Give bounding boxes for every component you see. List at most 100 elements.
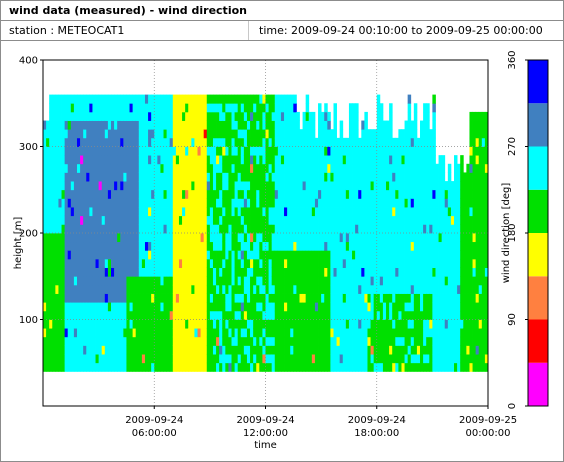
heatmap-cell: [107, 302, 112, 312]
heatmap-cell: [404, 345, 409, 355]
heatmap-cell: [355, 233, 359, 243]
heatmap-cell: [246, 310, 251, 320]
heatmap-cell: [305, 181, 310, 191]
heatmap-cell: [450, 198, 455, 208]
heatmap-cell: [253, 137, 257, 147]
heatmap-cell: [364, 198, 368, 208]
heatmap-cell: [256, 276, 260, 286]
heatmap-cell: [311, 267, 316, 277]
heatmap-cell: [475, 362, 480, 372]
heatmap-cell: [80, 284, 84, 294]
heatmap-cell: [203, 94, 208, 104]
heatmap-cell: [228, 302, 232, 312]
heatmap-cell: [253, 336, 257, 346]
colorbar-bin: [528, 319, 548, 363]
heatmap-cell: [95, 284, 100, 294]
heatmap-cell: [327, 198, 331, 208]
heatmap-cell: [290, 319, 294, 329]
heatmap-cell: [49, 354, 53, 364]
heatmap-cell: [361, 224, 365, 234]
heatmap-cell: [355, 129, 359, 139]
heatmap-cell: [98, 267, 103, 277]
heatmap-cell: [481, 250, 486, 260]
heatmap-cell: [336, 172, 341, 182]
heatmap-cell: [324, 146, 328, 156]
heatmap-cell: [114, 189, 118, 199]
heatmap-cell: [219, 111, 223, 121]
heatmap-cell: [268, 111, 273, 121]
heatmap-cell: [438, 224, 443, 234]
heatmap-cell: [76, 267, 81, 277]
heatmap-cell: [83, 284, 87, 294]
x-axis: 2009-09-2406:00:002009-09-2412:00:002009…: [125, 406, 517, 439]
heatmap-cell: [274, 215, 279, 225]
heatmap-cell: [169, 354, 174, 364]
heatmap-cell: [280, 163, 285, 173]
heatmap-cell: [228, 233, 232, 243]
heatmap-cell: [333, 189, 337, 199]
heatmap-cell: [311, 207, 316, 217]
heatmap-cell: [472, 354, 477, 364]
heatmap-cell: [358, 155, 362, 165]
heatmap-cell: [70, 198, 75, 208]
heatmap-cell: [484, 120, 489, 130]
heatmap-cell: [206, 198, 211, 208]
heatmap-cell: [95, 328, 100, 338]
heatmap-cell: [52, 198, 56, 208]
heatmap-cell: [203, 155, 208, 165]
heatmap-cell: [284, 129, 288, 139]
heatmap-cell: [166, 163, 171, 173]
heatmap-cell: [410, 155, 415, 165]
heatmap-cell: [358, 241, 362, 251]
heatmap-cell: [231, 276, 235, 286]
heatmap-cell: [61, 336, 66, 346]
heatmap-cell: [321, 293, 325, 303]
heatmap-cell: [212, 111, 217, 121]
heatmap-cell: [457, 267, 461, 277]
heatmap-cell: [89, 319, 93, 329]
heatmap-cell: [389, 103, 393, 113]
heatmap-cell: [237, 362, 242, 372]
heatmap-cell: [98, 94, 103, 104]
heatmap-cell: [398, 241, 402, 251]
heatmap-cell: [138, 319, 143, 329]
heatmap-cell: [404, 172, 409, 182]
heatmap-cell: [117, 362, 121, 372]
heatmap-cell: [219, 163, 223, 173]
heatmap-cell: [64, 120, 69, 130]
heatmap-cell: [70, 293, 75, 303]
heatmap-cell: [379, 163, 384, 173]
heatmap-cell: [216, 345, 220, 355]
heatmap-cell: [160, 233, 164, 243]
heatmap-cell: [463, 362, 467, 372]
heatmap-cell: [355, 302, 359, 312]
heatmap-cell: [450, 328, 455, 338]
heatmap-cell: [160, 198, 164, 208]
header-divider: [1, 20, 563, 21]
heatmap-cell: [246, 120, 251, 130]
heatmap-cell: [80, 302, 84, 312]
heatmap-cell: [342, 328, 347, 338]
heatmap-cell: [83, 276, 87, 286]
heatmap-cell: [138, 129, 143, 139]
heatmap-cell: [76, 310, 81, 320]
heatmap-cell: [250, 207, 254, 217]
heatmap-cell: [73, 120, 78, 130]
heatmap-cell: [361, 120, 365, 130]
heatmap-cell: [389, 354, 393, 364]
heatmap-cell: [76, 293, 81, 303]
heatmap-cell: [203, 258, 208, 268]
heatmap-cell: [148, 181, 152, 191]
heatmap-cell: [141, 189, 146, 199]
heatmap-cell: [52, 189, 56, 199]
heatmap-cell: [481, 362, 486, 372]
heatmap-cell: [253, 354, 257, 364]
heatmap-cell: [157, 224, 161, 234]
heatmap-cell: [216, 328, 220, 338]
heatmap-cell: [101, 233, 106, 243]
heatmap-cell: [444, 250, 449, 260]
heatmap-cell: [166, 284, 171, 294]
heatmap-cell: [191, 284, 195, 294]
heatmap-cell: [49, 336, 53, 346]
heatmap-cell: [460, 328, 464, 338]
